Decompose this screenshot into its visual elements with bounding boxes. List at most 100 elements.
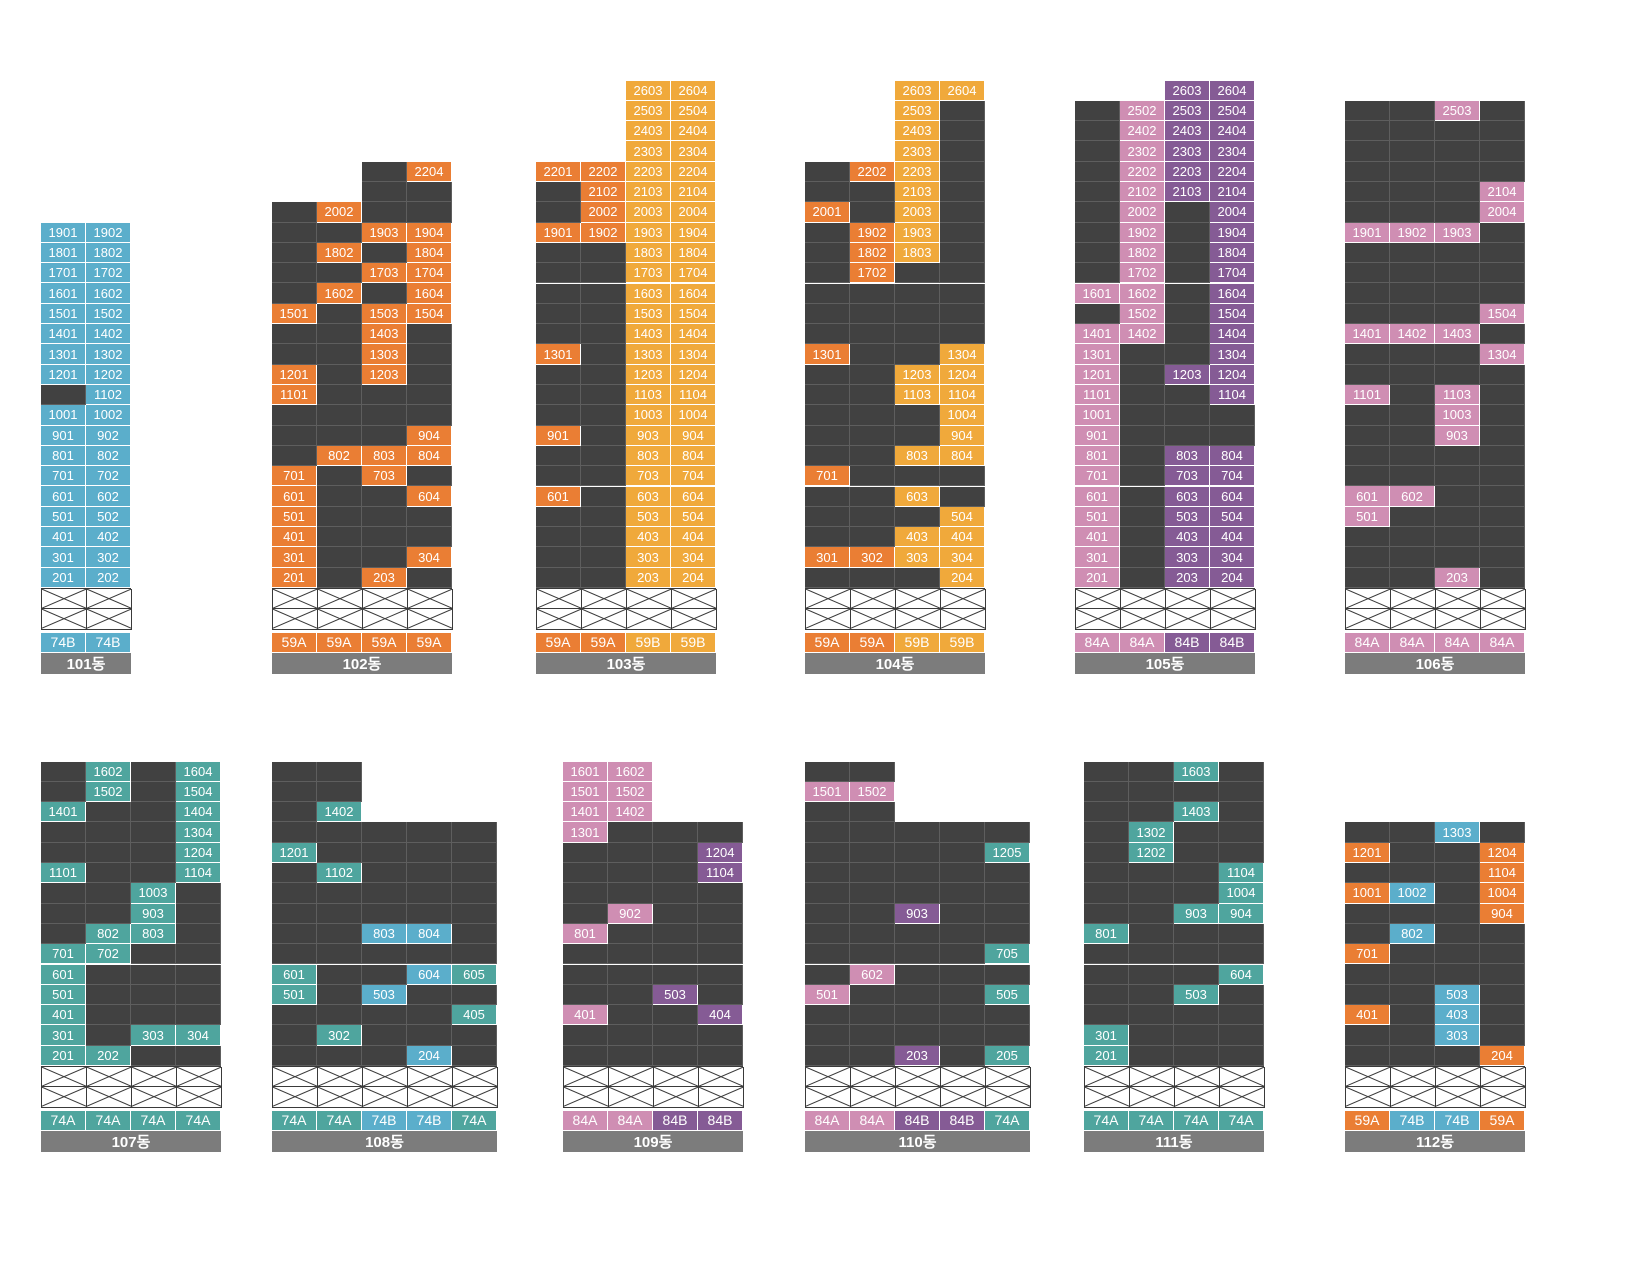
unit-cell[interactable]: 1002 xyxy=(86,405,131,426)
unit-cell[interactable]: 1205 xyxy=(985,842,1030,863)
unit-cell[interactable]: 601 xyxy=(272,486,317,507)
unit-cell[interactable]: 1903 xyxy=(362,222,407,243)
unit-cell[interactable]: 2603 xyxy=(626,80,671,101)
unit-cell[interactable]: 1904 xyxy=(1210,222,1255,243)
unit-cell[interactable]: 903 xyxy=(131,903,176,924)
unit-cell[interactable]: 1204 xyxy=(940,364,985,385)
unit-cell[interactable]: 1104 xyxy=(940,385,985,406)
unit-cell[interactable]: 701 xyxy=(41,466,86,487)
unit-cell[interactable]: 1904 xyxy=(407,222,452,243)
unit-cell[interactable]: 402 xyxy=(86,527,131,548)
unit-cell[interactable]: 1601 xyxy=(563,761,608,782)
unit-cell[interactable]: 2504 xyxy=(671,100,716,122)
unit-cell[interactable]: 601 xyxy=(272,964,317,985)
unit-cell[interactable]: 401 xyxy=(41,527,86,548)
unit-cell[interactable]: 701 xyxy=(272,466,317,487)
unit-cell[interactable]: 1803 xyxy=(895,242,940,264)
unit-cell[interactable]: 601 xyxy=(1345,486,1390,507)
unit-cell[interactable]: 1401 xyxy=(563,802,608,823)
unit-cell[interactable]: 403 xyxy=(1435,1005,1480,1026)
unit-cell[interactable]: 603 xyxy=(1165,486,1210,507)
unit-cell[interactable]: 2103 xyxy=(895,182,940,203)
unit-cell[interactable]: 401 xyxy=(1345,1005,1390,1026)
unit-cell[interactable]: 501 xyxy=(272,506,317,528)
unit-cell[interactable]: 1304 xyxy=(1210,344,1255,365)
unit-cell[interactable]: 1602 xyxy=(1120,283,1165,304)
unit-cell[interactable]: 801 xyxy=(1084,923,1129,945)
unit-cell[interactable]: 2503 xyxy=(1435,100,1480,122)
unit-cell[interactable]: 2001 xyxy=(805,202,850,223)
unit-cell[interactable]: 1802 xyxy=(1120,242,1165,264)
unit-cell[interactable]: 2203 xyxy=(626,161,671,182)
unit-cell[interactable]: 1401 xyxy=(1075,324,1120,345)
unit-cell[interactable]: 1903 xyxy=(1435,222,1480,243)
unit-cell[interactable]: 803 xyxy=(131,923,176,945)
unit-cell[interactable]: 2404 xyxy=(671,121,716,142)
unit-cell[interactable]: 1602 xyxy=(86,761,131,782)
unit-cell[interactable]: 1204 xyxy=(1210,364,1255,385)
unit-cell[interactable]: 603 xyxy=(895,486,940,507)
unit-cell[interactable]: 1603 xyxy=(1174,761,1219,782)
unit-cell[interactable]: 601 xyxy=(41,964,86,985)
unit-cell[interactable]: 204 xyxy=(671,567,716,588)
unit-cell[interactable]: 602 xyxy=(86,486,131,507)
unit-cell[interactable]: 501 xyxy=(1345,506,1390,528)
unit-cell[interactable]: 2404 xyxy=(1210,121,1255,142)
unit-cell[interactable]: 2304 xyxy=(671,141,716,162)
unit-cell[interactable]: 202 xyxy=(86,567,131,588)
unit-cell[interactable]: 501 xyxy=(41,984,86,1006)
unit-cell[interactable]: 201 xyxy=(1075,567,1120,588)
unit-cell[interactable]: 1401 xyxy=(41,802,86,823)
unit-cell[interactable]: 2202 xyxy=(1120,161,1165,182)
unit-cell[interactable]: 2102 xyxy=(581,182,626,203)
unit-cell[interactable]: 1504 xyxy=(1210,303,1255,325)
unit-cell[interactable]: 2403 xyxy=(626,121,671,142)
unit-cell[interactable]: 1702 xyxy=(86,263,131,284)
unit-cell[interactable]: 1402 xyxy=(86,324,131,345)
unit-cell[interactable]: 2604 xyxy=(940,80,985,101)
unit-cell[interactable]: 1802 xyxy=(317,242,362,264)
unit-cell[interactable]: 2303 xyxy=(626,141,671,162)
unit-cell[interactable]: 1704 xyxy=(671,263,716,284)
unit-cell[interactable]: 2503 xyxy=(626,100,671,122)
unit-cell[interactable]: 1003 xyxy=(131,883,176,904)
unit-cell[interactable]: 504 xyxy=(940,506,985,528)
unit-cell[interactable]: 1402 xyxy=(608,802,653,823)
unit-cell[interactable]: 1301 xyxy=(1075,344,1120,365)
unit-cell[interactable]: 801 xyxy=(563,923,608,945)
unit-cell[interactable]: 1002 xyxy=(1390,883,1435,904)
unit-cell[interactable]: 2503 xyxy=(1165,100,1210,122)
unit-cell[interactable]: 304 xyxy=(407,547,452,568)
unit-cell[interactable]: 201 xyxy=(41,567,86,588)
unit-cell[interactable]: 701 xyxy=(1345,944,1390,965)
unit-cell[interactable]: 1304 xyxy=(940,344,985,365)
unit-cell[interactable]: 1101 xyxy=(272,384,317,406)
unit-cell[interactable]: 1204 xyxy=(1480,842,1525,863)
unit-cell[interactable]: 1204 xyxy=(671,364,716,385)
unit-cell[interactable]: 205 xyxy=(985,1045,1030,1066)
unit-cell[interactable]: 1901 xyxy=(536,222,581,243)
unit-cell[interactable]: 902 xyxy=(86,425,131,446)
unit-cell[interactable]: 803 xyxy=(895,445,940,467)
unit-cell[interactable]: 202 xyxy=(86,1045,131,1066)
unit-cell[interactable]: 1501 xyxy=(272,303,317,325)
unit-cell[interactable]: 2203 xyxy=(895,161,940,182)
unit-cell[interactable]: 304 xyxy=(176,1025,221,1046)
unit-cell[interactable]: 1203 xyxy=(626,364,671,385)
unit-cell[interactable]: 304 xyxy=(671,547,716,568)
unit-cell[interactable]: 603 xyxy=(626,486,671,507)
unit-cell[interactable]: 901 xyxy=(41,425,86,446)
unit-cell[interactable]: 1004 xyxy=(940,405,985,426)
unit-cell[interactable]: 1703 xyxy=(626,263,671,284)
unit-cell[interactable]: 1303 xyxy=(1435,822,1480,843)
unit-cell[interactable]: 1604 xyxy=(1210,283,1255,304)
unit-cell[interactable]: 1001 xyxy=(1345,883,1390,904)
unit-cell[interactable]: 1702 xyxy=(850,263,895,284)
unit-cell[interactable]: 401 xyxy=(1075,527,1120,548)
unit-cell[interactable]: 1301 xyxy=(805,344,850,365)
unit-cell[interactable]: 1404 xyxy=(176,802,221,823)
unit-cell[interactable]: 804 xyxy=(940,445,985,467)
unit-cell[interactable]: 1804 xyxy=(1210,242,1255,264)
unit-cell[interactable]: 1902 xyxy=(581,222,626,243)
unit-cell[interactable]: 1602 xyxy=(86,283,131,304)
